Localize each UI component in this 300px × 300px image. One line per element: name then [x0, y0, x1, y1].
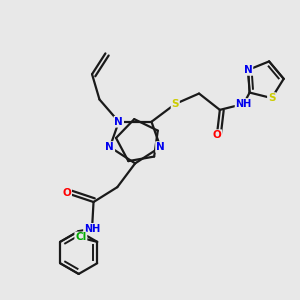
Text: S: S — [268, 93, 275, 103]
Text: N: N — [106, 142, 114, 152]
Text: N: N — [244, 65, 252, 75]
Text: NH: NH — [236, 99, 252, 109]
Text: Cl: Cl — [75, 232, 86, 242]
Text: O: O — [212, 130, 221, 140]
Text: NH: NH — [84, 224, 100, 234]
Text: N: N — [156, 142, 165, 152]
Text: O: O — [62, 188, 71, 198]
Text: N: N — [114, 117, 123, 127]
Text: S: S — [172, 99, 179, 109]
